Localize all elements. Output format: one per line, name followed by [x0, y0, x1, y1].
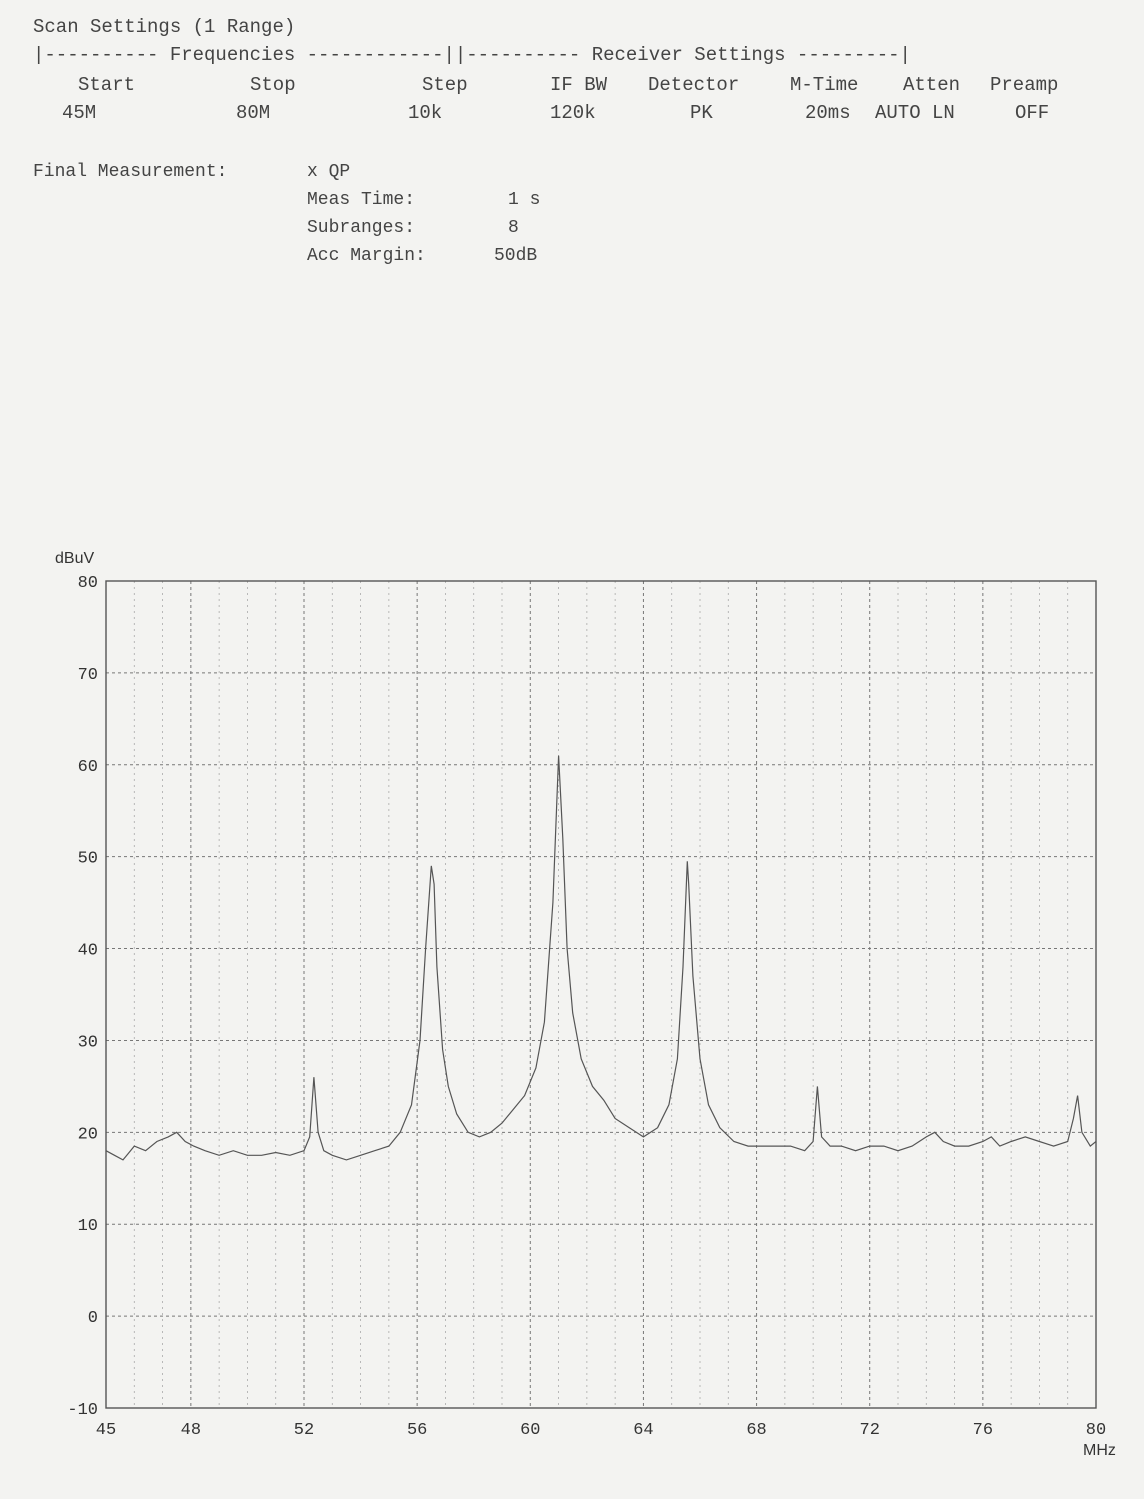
detector-value: PK: [690, 102, 713, 124]
y-tick-label: -10: [67, 1401, 98, 1420]
subranges-value: 8: [508, 218, 519, 238]
y-tick-label: 50: [78, 850, 98, 869]
meas-time-label: Meas Time:: [307, 190, 416, 210]
final-measurement-value: x QP: [307, 162, 351, 182]
x-axis-unit-label: MHz: [1083, 1442, 1116, 1459]
x-tick-label: 52: [294, 1421, 314, 1440]
subranges-label: Subranges:: [307, 218, 416, 238]
detector-label: Detector: [648, 74, 740, 96]
y-tick-label: 10: [78, 1217, 98, 1236]
preamp-label: Preamp: [990, 74, 1059, 96]
spectrum-trace: [105, 755, 1097, 1161]
axis-ticks: -10 0 10 20 30 40 50 60 70 80 45 48 52 56 60 64 68 72 76 80: [67, 574, 1106, 1440]
x-tick-label: 45: [96, 1421, 116, 1440]
y-tick-label: 40: [78, 942, 98, 961]
step-value: 10k: [408, 102, 443, 124]
x-tick-label: 80: [1086, 1421, 1106, 1440]
y-tick-label: 80: [78, 574, 98, 593]
m-time-value: 20ms: [805, 102, 851, 124]
stop-label: Stop: [250, 74, 296, 96]
scan-settings-title: Scan Settings (1 Range): [33, 16, 296, 38]
y-tick-label: 20: [78, 1125, 98, 1144]
chart-grid: [105, 580, 1097, 1409]
final-measurement-label: Final Measurement:: [33, 162, 228, 182]
x-tick-label: 56: [407, 1421, 427, 1440]
stop-value: 80M: [236, 102, 271, 124]
section-divider-line: |---------- Frequencies ------------||--…: [33, 44, 911, 66]
step-label: Step: [422, 74, 468, 96]
meas-time-value: 1 s: [508, 190, 541, 210]
x-tick-label: 68: [746, 1421, 766, 1440]
x-tick-label: 60: [520, 1421, 540, 1440]
x-tick-label: 48: [181, 1421, 201, 1440]
y-axis-unit-label: dBuV: [55, 550, 94, 567]
plot-frame: [105, 580, 1097, 1409]
start-label: Start: [78, 74, 136, 96]
preamp-value: OFF: [1015, 102, 1050, 124]
atten-value: AUTO LN: [875, 102, 955, 124]
y-tick-label: 0: [88, 1309, 98, 1328]
x-tick-label: 64: [633, 1421, 653, 1440]
if-bw-value: 120k: [550, 102, 596, 124]
acc-margin-value: 50dB: [494, 246, 538, 266]
y-tick-label: 60: [78, 758, 98, 777]
atten-label: Atten: [903, 74, 961, 96]
if-bw-label: IF BW: [550, 74, 608, 96]
x-tick-label: 76: [973, 1421, 993, 1440]
m-time-label: M-Time: [790, 74, 859, 96]
acc-margin-label: Acc Margin:: [307, 246, 426, 266]
y-tick-label: 70: [78, 666, 98, 685]
start-value: 45M: [62, 102, 97, 124]
x-tick-label: 72: [860, 1421, 880, 1440]
y-tick-label: 30: [78, 1033, 98, 1052]
